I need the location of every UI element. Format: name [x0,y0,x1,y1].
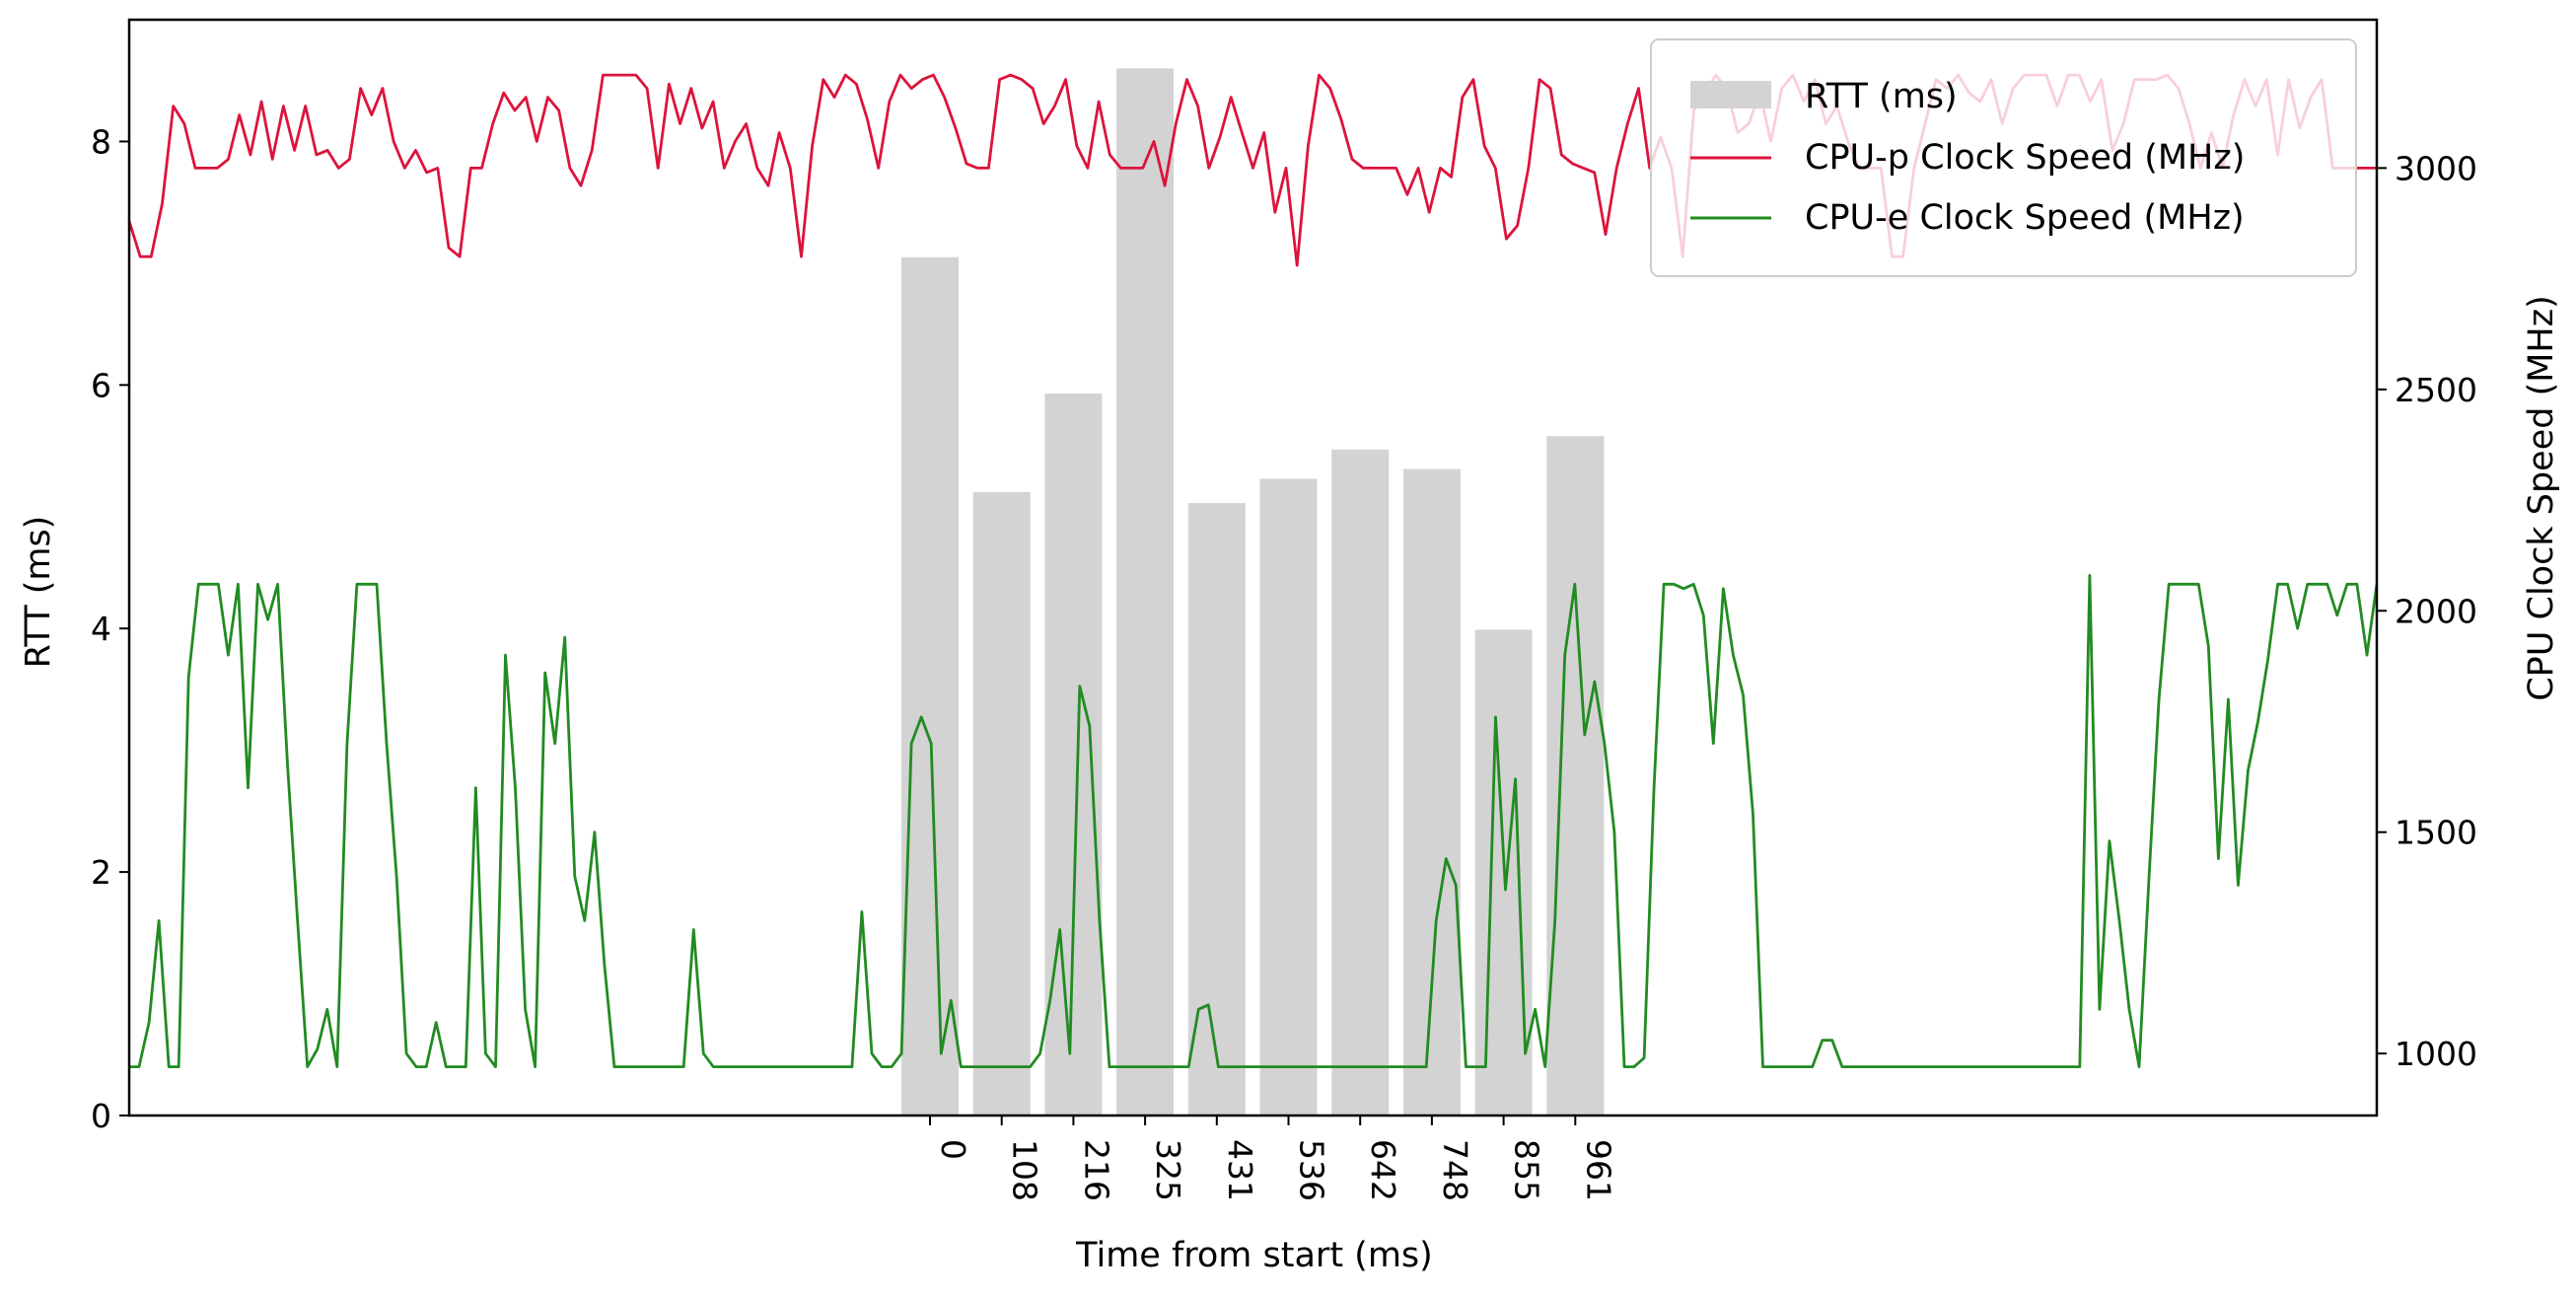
rtt-bar [1259,478,1318,1116]
right-tick-label: 2000 [2395,592,2477,630]
legend: RTT (ms) CPU-p Clock Speed (MHz) CPU-e C… [1650,38,2357,277]
right-tick-label: 2500 [2395,371,2477,409]
rtt-bars [901,68,1605,1116]
left-tick-label: 4 [91,610,111,648]
x-tick-label: 855 [1508,1139,1546,1201]
x-axis-label: Time from start (ms) [1075,1236,1433,1275]
left-tick-label: 8 [91,122,111,161]
x-tick-label: 961 [1579,1139,1617,1201]
legend-swatch-rtt [1690,81,1771,108]
legend-label-rtt: RTT (ms) [1805,77,1958,116]
rtt-bar [1402,468,1461,1116]
rtt-bar [1116,68,1175,1116]
x-tick-label: 325 [1149,1139,1187,1201]
left-axis: 0 2 4 6 8 [91,122,129,1135]
x-tick-label: 642 [1364,1139,1402,1201]
rtt-bar [972,492,1031,1116]
right-tick-label: 1000 [2395,1035,2477,1073]
right-tick-label: 3000 [2395,149,2477,187]
right-axis: 1000 1500 2000 2500 3000 [2377,149,2477,1073]
rtt-bar [901,256,959,1116]
x-tick-label: 216 [1077,1139,1115,1201]
x-axis: 0 108 216 325 431 536 642 748 855 961 [929,1116,1617,1201]
right-axis-label: CPU Clock Speed (MHz) [2522,295,2561,701]
x-tick-label: 536 [1293,1139,1331,1201]
rtt-bar [1331,449,1390,1116]
x-tick-label: 431 [1221,1139,1259,1201]
legend-box [1650,38,2357,277]
left-tick-label: 6 [91,366,111,404]
left-tick-label: 2 [91,853,111,892]
left-axis-label: RTT (ms) [19,516,58,669]
rtt-bar [1546,436,1605,1116]
right-tick-label: 1500 [2395,814,2477,852]
legend-label-cpu-p: CPU-p Clock Speed (MHz) [1805,138,2245,178]
cpu-e-line [129,574,2379,1068]
legend-label-cpu-e: CPU-e Clock Speed (MHz) [1805,198,2245,238]
plot-frame [127,18,2379,1117]
x-tick-label: 108 [1006,1139,1044,1201]
x-tick-label: 0 [934,1139,972,1160]
left-tick-label: 0 [91,1097,111,1135]
x-tick-label: 748 [1436,1139,1474,1201]
rtt-bar [1044,394,1103,1116]
